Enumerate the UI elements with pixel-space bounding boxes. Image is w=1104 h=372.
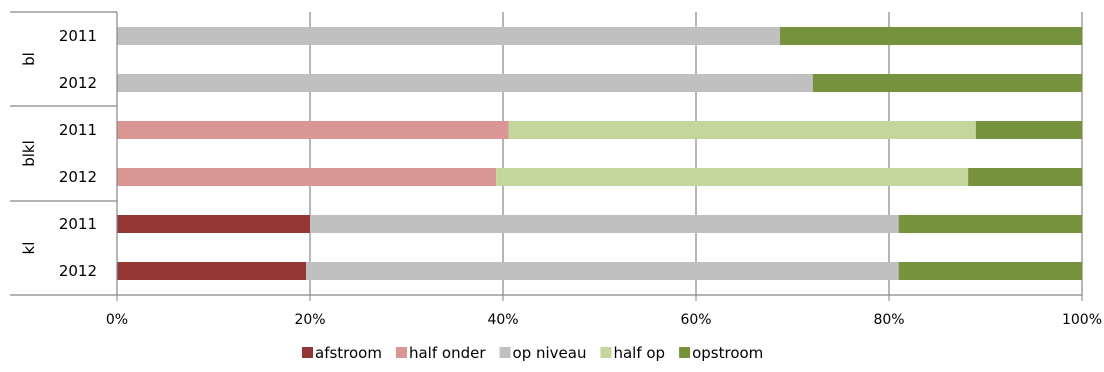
x-tick-label: 20% — [294, 312, 325, 328]
row-label: 2012 — [59, 74, 97, 92]
legend-label: op niveau — [513, 344, 587, 362]
bar-segment-opstroom — [898, 262, 1082, 280]
legend-swatch — [499, 347, 511, 358]
row-label: 2011 — [59, 27, 97, 45]
bar-segment-opstroom — [812, 74, 1082, 92]
legend-swatch — [600, 347, 612, 358]
bar-segment-op-niveau — [310, 215, 899, 233]
x-tick-label: 80% — [873, 312, 904, 328]
bar-segment-op-niveau — [306, 262, 899, 280]
x-tick-label: 60% — [680, 312, 711, 328]
x-tick-label: 40% — [487, 312, 518, 328]
legend-swatch — [302, 347, 313, 358]
legend-label: afstroom — [315, 344, 382, 362]
legend: afstroom half onder op niveau half op opstro… — [302, 344, 763, 362]
bar-segment-afstroom — [117, 215, 310, 233]
row-label: 2011 — [59, 215, 97, 233]
x-tick-label: 100% — [1062, 312, 1102, 328]
x-tick-label: 0% — [106, 312, 128, 328]
legend-label: half onder — [409, 344, 486, 362]
row-label: 2011 — [59, 121, 97, 139]
bar-segment-half-onder — [117, 121, 509, 139]
bar-segment-op-niveau — [117, 74, 813, 92]
legend-label: half op — [613, 344, 665, 362]
axes — [10, 11, 1083, 301]
bar-segment-half-op — [508, 121, 976, 139]
group-label: bl — [20, 52, 38, 66]
legend-label: opstroom — [692, 344, 763, 362]
bar-segment-opstroom — [779, 27, 1082, 45]
category-labels: 2011 2012 2011 2012 2011 2012 bl blkl kl — [20, 27, 97, 280]
bar-segment-afstroom — [117, 262, 307, 280]
x-tick-labels: 0% 20% 40% 60% 80% 100% — [106, 312, 1102, 328]
row-label: 2012 — [59, 262, 97, 280]
group-label: kl — [20, 242, 38, 255]
row-label: 2012 — [59, 168, 97, 186]
gridlines — [309, 12, 1083, 295]
bar-segment-op-niveau — [117, 27, 780, 45]
group-label: blkl — [20, 140, 38, 167]
bar-segment-opstroom — [968, 168, 1082, 186]
legend-swatch — [679, 347, 691, 358]
legend-swatch — [395, 347, 407, 358]
bar-segment-half-op — [496, 168, 969, 186]
bar-segment-opstroom — [898, 215, 1082, 233]
bar-segment-opstroom — [975, 121, 1082, 139]
bars — [117, 27, 1082, 280]
bar-segment-half-onder — [117, 168, 497, 186]
